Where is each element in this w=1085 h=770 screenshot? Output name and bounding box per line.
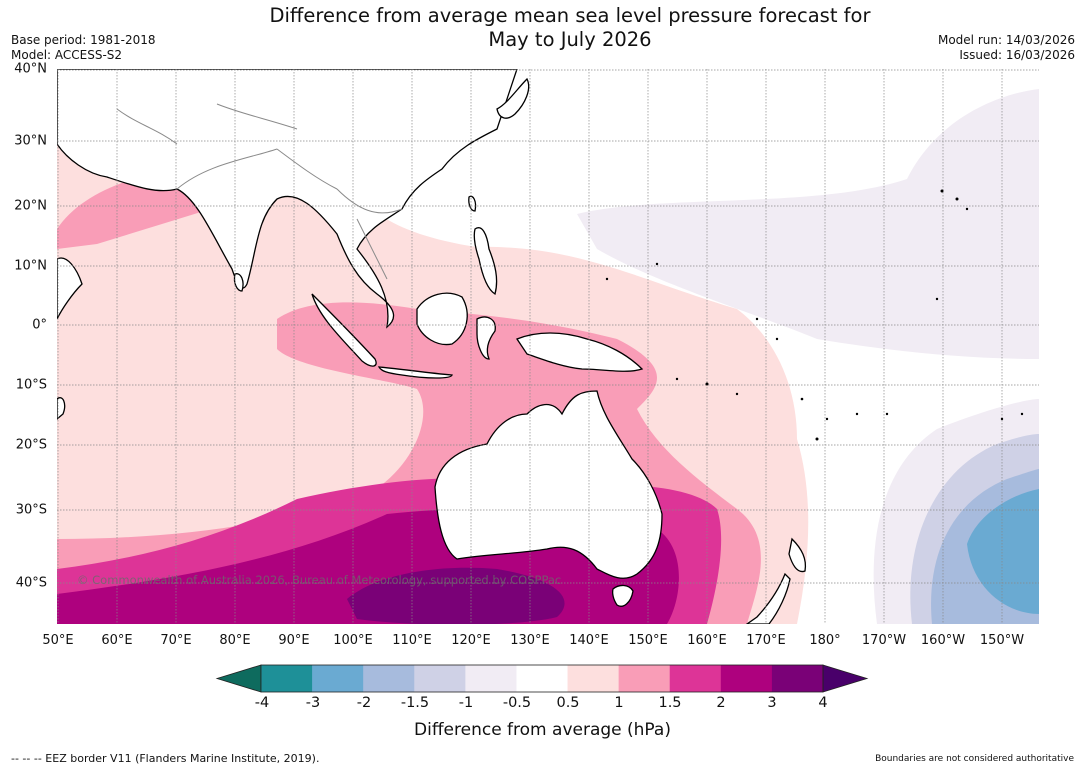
colorbar-cell	[669, 665, 722, 692]
lat-label-0: 0°	[32, 317, 47, 333]
colorbar-tick: -1.5	[400, 695, 430, 711]
land-japan	[496, 77, 530, 119]
colorbar	[215, 664, 869, 693]
lat-label-30n: 30°N	[14, 133, 47, 149]
lat-label-20s: 20°S	[15, 437, 47, 453]
lon-label-160e: 160°E	[687, 633, 727, 648]
lat-label-20n: 20°N	[14, 198, 47, 214]
colorbar-cell	[261, 665, 313, 692]
colorbar-cell	[363, 665, 415, 692]
lon-label-90e: 90°E	[278, 633, 310, 648]
land-new-zealand-south	[745, 572, 791, 624]
lon-label-70e: 70°E	[160, 633, 192, 648]
colorbar-under-arrow	[215, 664, 262, 693]
lon-label-60e: 60°E	[101, 633, 133, 648]
land-asia	[57, 69, 518, 329]
model-name: Model: ACCESS-S2	[11, 48, 123, 62]
map-title: Difference from average mean sea level p…	[0, 4, 1085, 52]
lon-label-170e: 170°E	[746, 633, 786, 648]
boundaries-disclaimer: Boundaries are not considered authoritat…	[875, 754, 1074, 764]
lon-label-170w: 170°W	[861, 633, 907, 648]
colorbar-tick: 3	[767, 695, 777, 711]
eez-border-note: -- -- -- EEZ border V11 (Flanders Marine…	[11, 752, 320, 765]
copyright-watermark: © Commonwealth of Australia 2026, Bureau…	[77, 573, 562, 587]
anomaly-zone-3-4	[347, 567, 565, 624]
colorbar-cell	[465, 665, 517, 692]
land-borneo	[416, 292, 468, 346]
pressure-anomaly-map	[57, 69, 1039, 624]
lon-label-80e: 80°E	[219, 633, 251, 648]
colorbar-cell	[312, 665, 364, 692]
meta-right: Model run: 14/03/2026 Issued: 16/03/2026	[938, 33, 1075, 63]
colorbar-cell	[414, 665, 466, 692]
colorbar-cell	[771, 665, 824, 692]
colorbar-tick: -4	[254, 695, 270, 711]
lat-label-40s: 40°S	[15, 575, 47, 591]
lon-label-130e: 130°E	[510, 633, 550, 648]
lon-label-160w: 160°W	[920, 633, 966, 648]
model-run: Model run: 14/03/2026	[937, 33, 1075, 47]
lon-label-150w: 150°W	[979, 633, 1025, 648]
pacific-islands	[605, 189, 1024, 441]
land-new-zealand-north	[788, 537, 807, 573]
land-java	[377, 366, 453, 379]
colorbar-title: Difference from average (hPa)	[414, 720, 671, 740]
colorbar-cell	[618, 665, 671, 692]
colorbar-over-arrow	[822, 664, 869, 693]
land-taiwan	[468, 195, 477, 212]
graticule	[57, 69, 1039, 624]
lon-label-150e: 150°E	[628, 633, 668, 648]
land-africa-horn	[57, 257, 83, 320]
lon-label-120e: 120°E	[451, 633, 491, 648]
land-sulawesi	[476, 316, 496, 360]
issued-date: Issued: 16/03/2026	[959, 48, 1075, 62]
lat-label-40n: 40°N	[14, 61, 47, 77]
lat-label-10s: 10°S	[15, 377, 47, 393]
colorbar-tick: 0.5	[556, 695, 580, 711]
lat-label-10n: 10°N	[14, 258, 47, 274]
land-new-guinea	[516, 332, 644, 372]
colorbar-frame	[260, 664, 824, 693]
country-borders	[116, 103, 403, 280]
colorbar-tick: -1	[458, 695, 474, 711]
colorbar-tick: -0.5	[502, 695, 532, 711]
lon-label-50e: 50°E	[42, 633, 74, 648]
lon-label-110e: 110°E	[392, 633, 432, 648]
colorbar-tick: 4	[818, 695, 828, 711]
colorbar-tick: 2	[716, 695, 726, 711]
colorbar-tick: -3	[305, 695, 321, 711]
lon-label-140e: 140°E	[569, 633, 609, 648]
land-tasmania	[611, 584, 634, 607]
land-australia	[434, 390, 663, 579]
lon-label-180: 180°	[809, 633, 841, 648]
colorbar-cell	[516, 665, 569, 692]
colorbar-cell	[567, 665, 620, 692]
land-philippines	[473, 227, 498, 296]
colorbar-tick: -2	[356, 695, 372, 711]
colorbar-tick: 1	[614, 695, 624, 711]
lon-label-100e: 100°E	[333, 633, 373, 648]
title-line-1: Difference from average mean sea level p…	[269, 4, 871, 27]
colorbar-cell	[720, 665, 773, 692]
lat-label-30s: 30°S	[15, 502, 47, 518]
land-sumatra	[311, 293, 377, 367]
land-sri-lanka	[233, 273, 244, 292]
colorbar-tick: 1.5	[658, 695, 682, 711]
anomaly-zone-neg-0p5	[577, 89, 1039, 359]
land-madagascar-edge	[57, 397, 66, 420]
title-line-2: May to July 2026	[488, 28, 652, 51]
meta-left: Base period: 1981-2018 Model: ACCESS-S2	[11, 33, 156, 63]
base-period: Base period: 1981-2018	[11, 33, 156, 47]
